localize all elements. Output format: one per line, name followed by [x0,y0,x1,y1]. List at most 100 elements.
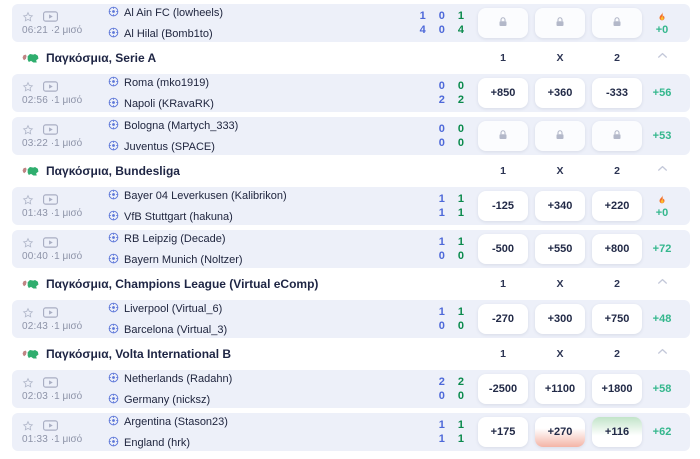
team-row[interactable]: Argentina (Stason23) [108,413,386,431]
match-row[interactable]: 03:22 ·1 μισό Bologna (Martych_333) Juvent… [12,117,690,155]
live-stream-icon[interactable] [43,11,58,22]
score-home: 0 [438,123,445,135]
match-row[interactable]: 02:56 ·1 μισό Roma (mko1919) Napoli (KRava… [12,74,690,112]
odds-buttons: -270 +300 +750 [478,304,642,334]
odds-button[interactable]: -333 [592,78,642,108]
favorite-star-icon[interactable] [22,81,34,93]
chevron-up-icon [656,162,669,180]
odds-button[interactable]: -2500 [478,374,528,404]
favorite-star-icon[interactable] [22,307,34,319]
odds-button[interactable]: +1800 [592,374,642,404]
match-info: 02:03 ·1 μισό [22,376,108,402]
team-row[interactable]: RB Leipzig (Decade) [108,230,386,248]
odds-button[interactable]: +300 [535,304,585,334]
odds-button[interactable]: +340 [535,191,585,221]
live-stream-icon[interactable] [43,307,58,318]
team-row[interactable]: Juventus (SPACE) [108,138,386,156]
odds-button[interactable]: +850 [478,78,528,108]
more-markets-count: +0 [655,206,669,219]
score-away: 0 [457,250,464,262]
odds-button[interactable]: +116 [592,417,642,447]
score-away: 0 [438,390,445,402]
team-row[interactable]: Napoli (KRavaRK) [108,95,386,113]
odds-button[interactable]: +750 [592,304,642,334]
odds-value: +116 [604,426,630,438]
team-row[interactable]: England (hrk) [108,434,386,452]
boost-indicator[interactable]: +0 [656,11,668,36]
live-stream-icon[interactable] [43,81,58,92]
match-row[interactable]: 02:43 ·1 μισό Liverpool (Virtual_6) Barcel… [12,300,690,338]
favorite-star-icon[interactable] [22,377,34,389]
match-row[interactable]: 02:03 ·1 μισό Netherlands (Radahn) Germany… [12,370,690,408]
odds-button[interactable]: +1100 [535,374,585,404]
odds-button[interactable]: +220 [592,191,642,221]
match-clock: 02:43 [22,321,49,332]
market-columns: 1 X 2 [478,348,642,360]
favorite-star-icon[interactable] [22,124,34,136]
more-markets-count[interactable]: +56 [652,87,672,99]
boost-indicator[interactable]: +0 [655,194,669,219]
row-action-icons [22,419,108,432]
odds-button-locked[interactable] [478,8,528,38]
more-markets-count[interactable]: +62 [652,426,672,438]
odds-button[interactable]: -500 [478,234,528,264]
score-home: 0 [438,80,445,92]
odds-button-locked[interactable] [592,8,642,38]
live-stream-icon[interactable] [43,124,58,135]
score-home: 2 [438,376,445,388]
odds-button-locked[interactable] [535,121,585,151]
more-markets-count[interactable]: +58 [652,383,672,395]
odds-button-locked[interactable] [478,121,528,151]
market-column-label: X [556,165,564,177]
live-stream-icon[interactable] [43,237,58,248]
favorite-star-icon[interactable] [22,237,34,249]
odds-button[interactable]: +550 [535,234,585,264]
team-row[interactable]: Roma (mko1919) [108,74,386,92]
team-row[interactable]: Germany (nicksz) [108,391,386,409]
more-markets-count[interactable]: +53 [652,130,672,142]
odds-button[interactable]: +270 [535,417,585,447]
odds-button[interactable]: +360 [535,78,585,108]
team-row[interactable]: Liverpool (Virtual_6) [108,300,386,318]
live-stream-icon[interactable] [43,420,58,431]
section-header: Παγκόσμια, Volta International B 1 X 2 [12,343,690,365]
live-stream-icon[interactable] [43,377,58,388]
odds-button[interactable]: -270 [478,304,528,334]
team-row[interactable]: Netherlands (Radahn) [108,370,386,388]
score-away: 0 [438,137,445,149]
team-row[interactable]: Al Hilal (Bomb1to) [108,25,386,43]
favorite-star-icon[interactable] [22,11,34,23]
favorite-star-icon[interactable] [22,420,34,432]
market-column-label: X [556,52,564,64]
lock-icon [554,129,566,144]
odds-button-locked[interactable] [592,121,642,151]
collapse-section-button[interactable] [642,49,682,67]
odds-button-locked[interactable] [535,8,585,38]
odds-button[interactable]: +800 [592,234,642,264]
more-markets-count[interactable]: +48 [652,313,672,325]
live-stream-icon[interactable] [43,194,58,205]
collapse-section-button[interactable] [642,275,682,293]
section-title: Παγκόσμια, Bundesliga [46,164,180,178]
team-row[interactable]: VfB Stuttgart (hakuna) [108,208,386,226]
more-markets-count[interactable]: +72 [652,243,672,255]
match-row[interactable]: 00:40 ·1 μισό RB Leipzig (Decade) Bayern M… [12,230,690,268]
team-row[interactable]: Bayern Munich (Noltzer) [108,251,386,269]
team-row[interactable]: Bayer 04 Leverkusen (Kalibrikon) [108,187,386,205]
favorite-star-icon[interactable] [22,194,34,206]
team-row[interactable]: Al Ain FC (lowheels) [108,4,386,22]
soccer-ball-icon [108,321,119,339]
team-row[interactable]: Barcelona (Virtual_3) [108,321,386,339]
collapse-section-button[interactable] [642,345,682,363]
match-row[interactable]: 01:33 ·1 μισό Argentina (Stason23) England… [12,413,690,451]
teams: Al Ain FC (lowheels) Al Hilal (Bomb1to) [108,4,386,43]
collapse-section-button[interactable] [642,162,682,180]
team-row[interactable]: Bologna (Martych_333) [108,117,386,135]
row-action-icons [22,376,108,389]
teams: Bayer 04 Leverkusen (Kalibrikon) VfB Stut… [108,187,386,226]
odds-button[interactable]: -125 [478,191,528,221]
match-row[interactable]: 06:21 ·2 μισό Al Ain FC (lowheels) Al Hila… [12,4,690,42]
odds-button[interactable]: +175 [478,417,528,447]
match-row[interactable]: 01:43 ·1 μισό Bayer 04 Leverkusen (Kalibr… [12,187,690,225]
